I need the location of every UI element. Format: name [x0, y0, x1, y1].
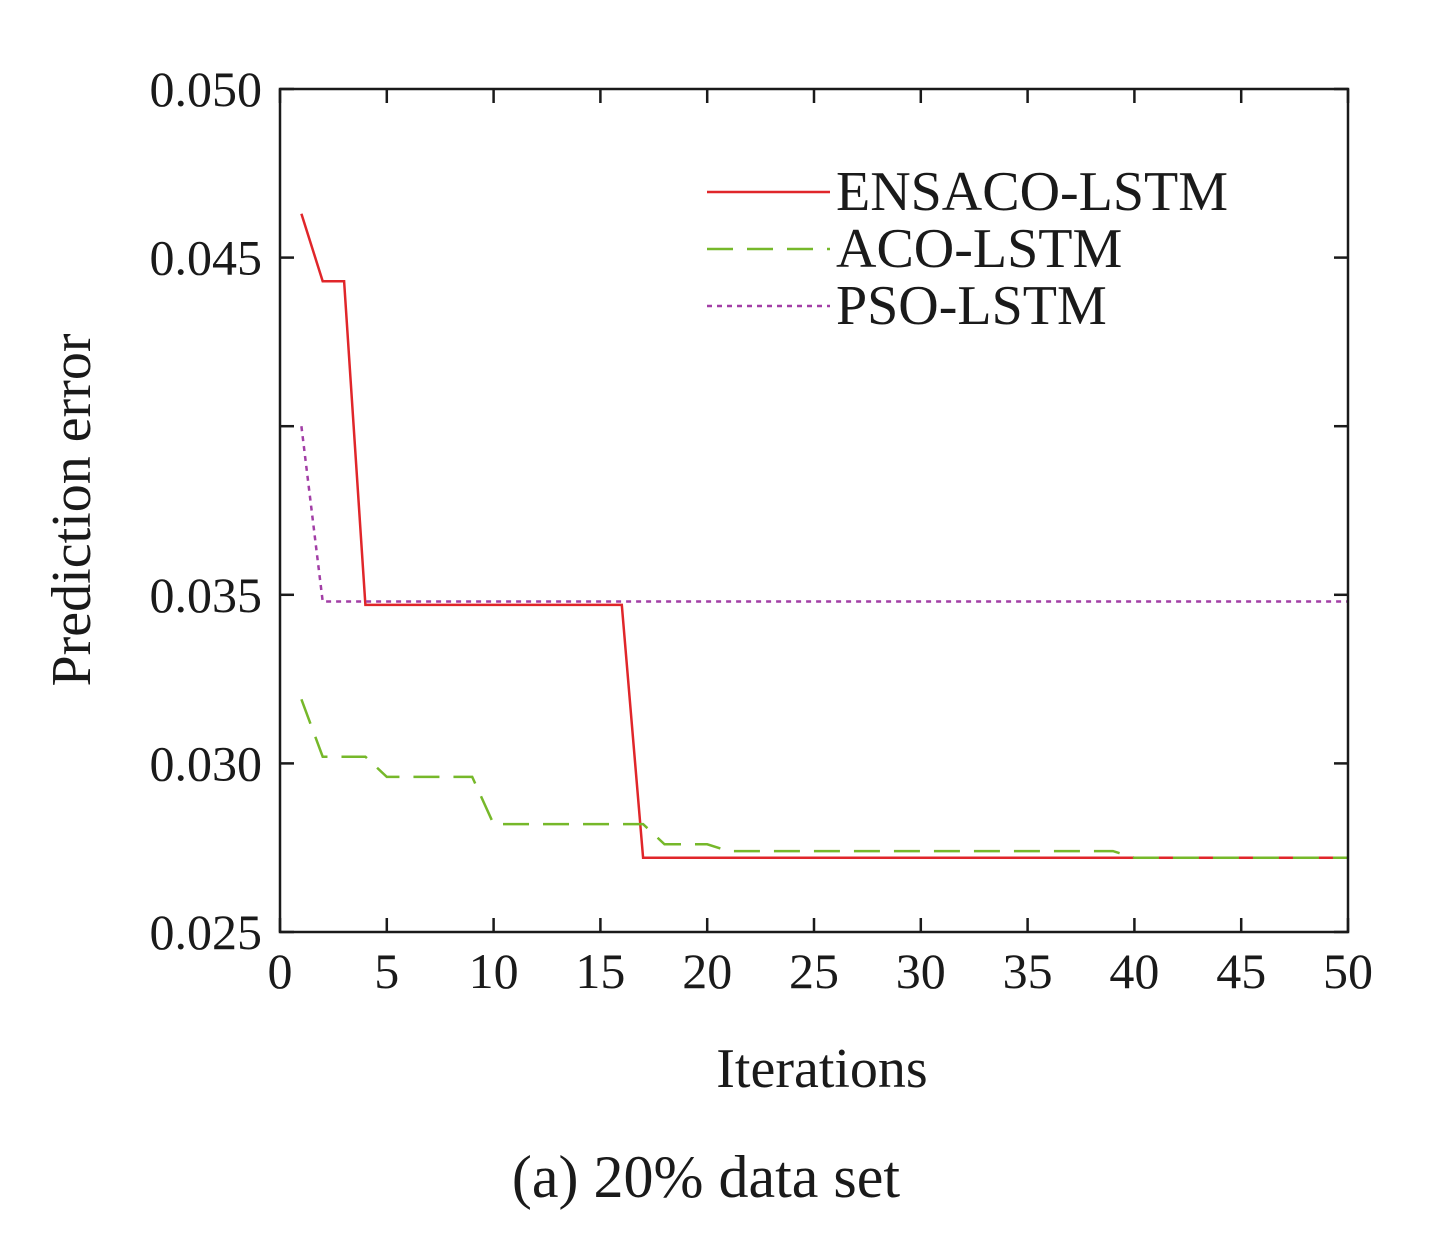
x-tick-label-2: 10: [469, 943, 519, 999]
chart-caption: (a) 20% data set: [512, 1144, 900, 1210]
y-axis-label: Prediction error: [41, 333, 103, 686]
x-tick-label-5: 25: [789, 943, 839, 999]
x-tick-label-4: 20: [682, 943, 732, 999]
x-tick-labels: 0 5 10 15 20 25 30 35 40 45 50: [268, 943, 1374, 999]
plot-area-frame: [278, 87, 1350, 934]
x-tick-label-6: 30: [896, 943, 946, 999]
series-lines: [300, 213, 1348, 860]
x-tick-label-3: 15: [575, 943, 625, 999]
x-tick-label-1: 5: [374, 943, 399, 999]
y-tick-label-0: 0.025: [150, 904, 263, 960]
y-tick-label-5: 0.050: [150, 61, 263, 117]
legend-label-ensaco-lstm: ENSACO-LSTM: [836, 161, 1228, 223]
legend-label-aco-lstm: ACO-LSTM: [836, 218, 1122, 280]
series-line-aco-lstm: [300, 698, 1348, 860]
x-tick-label-8: 40: [1109, 943, 1159, 999]
y-tick-label-4: 0.045: [150, 230, 263, 286]
x-tick-label-7: 35: [1003, 943, 1053, 999]
x-tick-label-0: 0: [268, 943, 293, 999]
legend-label-pso-lstm: PSO-LSTM: [836, 275, 1107, 337]
series-line-pso-lstm: [300, 426, 1348, 603]
x-tick-label-9: 45: [1216, 943, 1266, 999]
x-tick-label-10: 50: [1323, 943, 1373, 999]
x-axis-label: Iterations: [716, 1038, 927, 1100]
y-tick-label-1: 0.030: [150, 735, 263, 791]
y-tick-label-2: 0.035: [150, 567, 263, 623]
series-line-ensaco-lstm: [300, 213, 1348, 860]
y-tick-labels: 0.025 0.030 0.035 0.045 0.050: [150, 61, 263, 960]
